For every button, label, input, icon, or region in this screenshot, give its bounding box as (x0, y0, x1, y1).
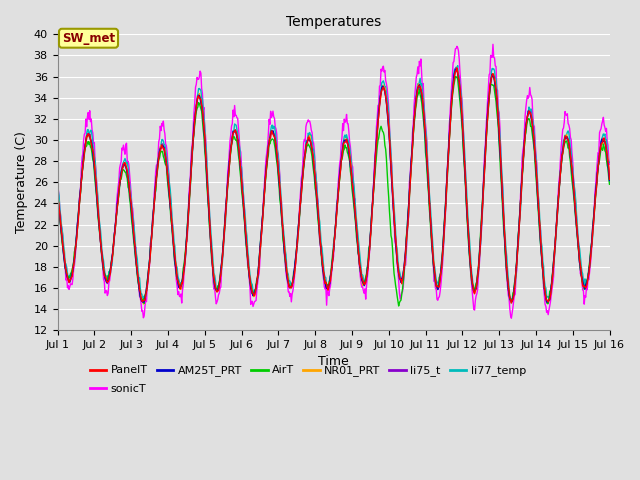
li75_t (433, 285, 441, 291)
li77_temp (54, 183, 61, 189)
PanelT (508, 300, 515, 305)
Line: NR01_PRT: NR01_PRT (58, 68, 609, 304)
li77_temp (433, 279, 441, 285)
Y-axis label: Temperature (C): Temperature (C) (15, 132, 28, 233)
Line: AM25T_PRT: AM25T_PRT (58, 69, 609, 302)
NR01_PRT (605, 174, 613, 180)
li75_t (543, 300, 551, 306)
AM25T_PRT (54, 192, 61, 198)
AirT (557, 171, 564, 177)
li75_t (325, 285, 333, 290)
PanelT (325, 283, 333, 288)
Title: Temperatures: Temperatures (286, 15, 381, 29)
li77_temp (454, 63, 461, 69)
NR01_PRT (326, 279, 333, 285)
sonicT (433, 297, 441, 302)
X-axis label: Time: Time (318, 355, 349, 369)
Line: sonicT: sonicT (58, 44, 609, 318)
NR01_PRT (54, 190, 61, 196)
PanelT (453, 65, 461, 71)
Legend: sonicT: sonicT (85, 380, 151, 398)
li75_t (379, 86, 387, 92)
AirT (395, 303, 403, 309)
sonicT (198, 90, 206, 96)
AM25T_PRT (434, 287, 442, 292)
PanelT (605, 177, 613, 182)
li75_t (452, 65, 460, 71)
sonicT (508, 315, 515, 321)
PanelT (198, 107, 206, 112)
AM25T_PRT (605, 178, 613, 183)
li77_temp (175, 276, 182, 282)
PanelT (433, 283, 441, 289)
AM25T_PRT (557, 168, 564, 174)
li77_temp (507, 297, 515, 302)
AirT (605, 181, 613, 187)
li75_t (557, 169, 564, 175)
AM25T_PRT (199, 117, 207, 122)
Line: li77_temp: li77_temp (58, 66, 609, 300)
AM25T_PRT (380, 84, 387, 89)
sonicT (175, 288, 182, 294)
NR01_PRT (557, 170, 564, 176)
AirT (175, 282, 182, 288)
Text: SW_met: SW_met (62, 32, 115, 45)
PanelT (54, 188, 61, 193)
li77_temp (379, 79, 387, 85)
AM25T_PRT (175, 285, 183, 291)
AirT (325, 281, 333, 287)
NR01_PRT (380, 83, 387, 88)
Line: li75_t: li75_t (58, 68, 609, 303)
li77_temp (325, 278, 333, 284)
NR01_PRT (434, 286, 442, 291)
li77_temp (557, 168, 564, 174)
sonicT (605, 162, 613, 168)
Line: PanelT: PanelT (58, 68, 609, 302)
sonicT (54, 179, 61, 185)
Line: AirT: AirT (58, 76, 609, 306)
AM25T_PRT (326, 281, 333, 287)
li75_t (54, 194, 61, 200)
PanelT (557, 169, 564, 175)
li75_t (198, 110, 206, 116)
AirT (379, 129, 387, 134)
AM25T_PRT (452, 66, 460, 72)
PanelT (175, 281, 182, 287)
NR01_PRT (199, 115, 207, 120)
sonicT (557, 156, 564, 162)
NR01_PRT (175, 283, 183, 289)
li75_t (175, 285, 182, 290)
AM25T_PRT (140, 299, 147, 305)
sonicT (325, 293, 333, 299)
PanelT (379, 86, 387, 92)
li77_temp (605, 159, 613, 165)
sonicT (379, 65, 387, 71)
sonicT (489, 41, 497, 47)
AirT (54, 197, 61, 203)
AirT (434, 285, 442, 291)
li75_t (605, 176, 613, 181)
li77_temp (198, 96, 206, 102)
AirT (198, 118, 206, 124)
AirT (452, 73, 460, 79)
NR01_PRT (453, 65, 461, 71)
NR01_PRT (140, 301, 147, 307)
